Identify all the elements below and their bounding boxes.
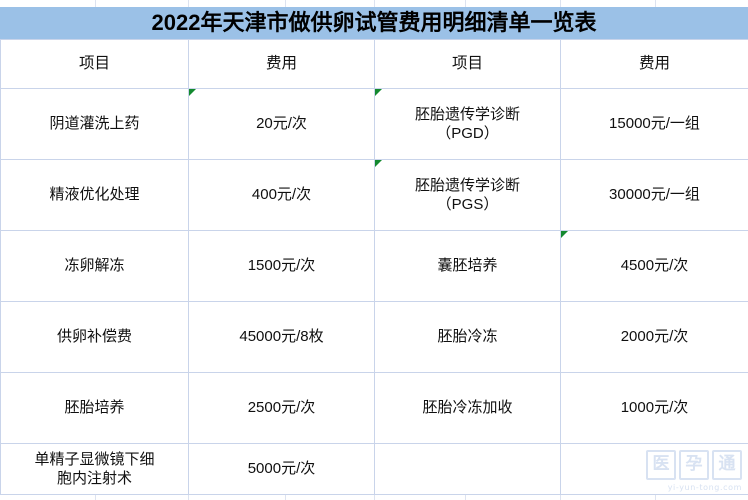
- cell-item-right: 胚胎遗传学诊断 （PGD）: [374, 88, 561, 160]
- table-title-banner: 2022年天津市做供卵试管费用明细清单一览表: [0, 7, 748, 39]
- fee-table: 项目 费用 项目 费用 阴道灌洗上药 20元/次 胚胎遗传学诊断 （PGD） 1…: [0, 39, 748, 495]
- error-marker-icon: [375, 89, 382, 96]
- table-row: 精液优化处理 400元/次 胚胎遗传学诊断 （PGS） 30000元/一组: [0, 159, 748, 231]
- cell-item-left: 冻卵解冻: [0, 230, 189, 302]
- cell-fee-left: 2500元/次: [188, 372, 375, 444]
- cell-item-right: 囊胚培养: [374, 230, 561, 302]
- cell-item-right: 胚胎冷冻: [374, 301, 561, 373]
- cell-item-right-line2: （PGD）: [436, 125, 499, 142]
- cell-fee-left: 400元/次: [188, 159, 375, 231]
- error-marker-icon: [561, 231, 568, 238]
- cell-item-left: 阴道灌洗上药: [0, 88, 189, 160]
- header-cell-item-left: 项目: [0, 39, 189, 89]
- cell-fee-left: 45000元/8枚: [188, 301, 375, 373]
- cell-item-left: 供卵补偿费: [0, 301, 189, 373]
- cell-fee-left: 1500元/次: [188, 230, 375, 302]
- cell-fee-right: [560, 443, 748, 495]
- table-row: 胚胎培养 2500元/次 胚胎冷冻加收 1000元/次: [0, 372, 748, 444]
- cell-item-left-line2: 胞内注射术: [56, 470, 132, 487]
- cell-fee-right: 2000元/次: [560, 301, 748, 373]
- header-cell-fee-left: 费用: [188, 39, 375, 89]
- cell-item-right: 胚胎冷冻加收: [374, 372, 561, 444]
- cell-item-left: 单精子显微镜下细 胞内注射术: [0, 443, 189, 495]
- page-title: 2022年天津市做供卵试管费用明细清单一览表: [151, 10, 597, 35]
- error-marker-icon: [375, 160, 382, 167]
- cell-fee-right-text: 4500元/次: [620, 257, 689, 275]
- table-row: 供卵补偿费 45000元/8枚 胚胎冷冻 2000元/次: [0, 301, 748, 373]
- cell-item-right: 胚胎遗传学诊断 （PGS）: [374, 159, 561, 231]
- cell-fee-left: 20元/次: [188, 88, 375, 160]
- table-row: 单精子显微镜下细 胞内注射术 5000元/次: [0, 443, 748, 495]
- cell-item-right-line1: 胚胎遗传学诊断: [414, 176, 520, 194]
- cell-fee-left-text: 20元/次: [256, 115, 307, 133]
- cell-item-right-line1: 胚胎遗传学诊断: [414, 105, 520, 123]
- header-cell-fee-right: 费用: [560, 39, 748, 89]
- cell-item-left-line1: 单精子显微镜下细: [34, 450, 155, 468]
- cell-fee-right: 30000元/一组: [560, 159, 748, 231]
- cell-item-left: 精液优化处理: [0, 159, 189, 231]
- cell-item-right: [374, 443, 561, 495]
- cell-fee-right: 15000元/一组: [560, 88, 748, 160]
- header-cell-item-right: 项目: [374, 39, 561, 89]
- error-marker-icon: [189, 89, 196, 96]
- table-row: 冻卵解冻 1500元/次 囊胚培养 4500元/次: [0, 230, 748, 302]
- cell-fee-left: 5000元/次: [188, 443, 375, 495]
- cell-fee-right: 4500元/次: [560, 230, 748, 302]
- cell-fee-right: 1000元/次: [560, 372, 748, 444]
- cell-item-right-line2: （PGS）: [436, 196, 499, 213]
- table-row: 阴道灌洗上药 20元/次 胚胎遗传学诊断 （PGD） 15000元/一组: [0, 88, 748, 160]
- cell-item-left: 胚胎培养: [0, 372, 189, 444]
- table-header-row: 项目 费用 项目 费用: [0, 39, 748, 89]
